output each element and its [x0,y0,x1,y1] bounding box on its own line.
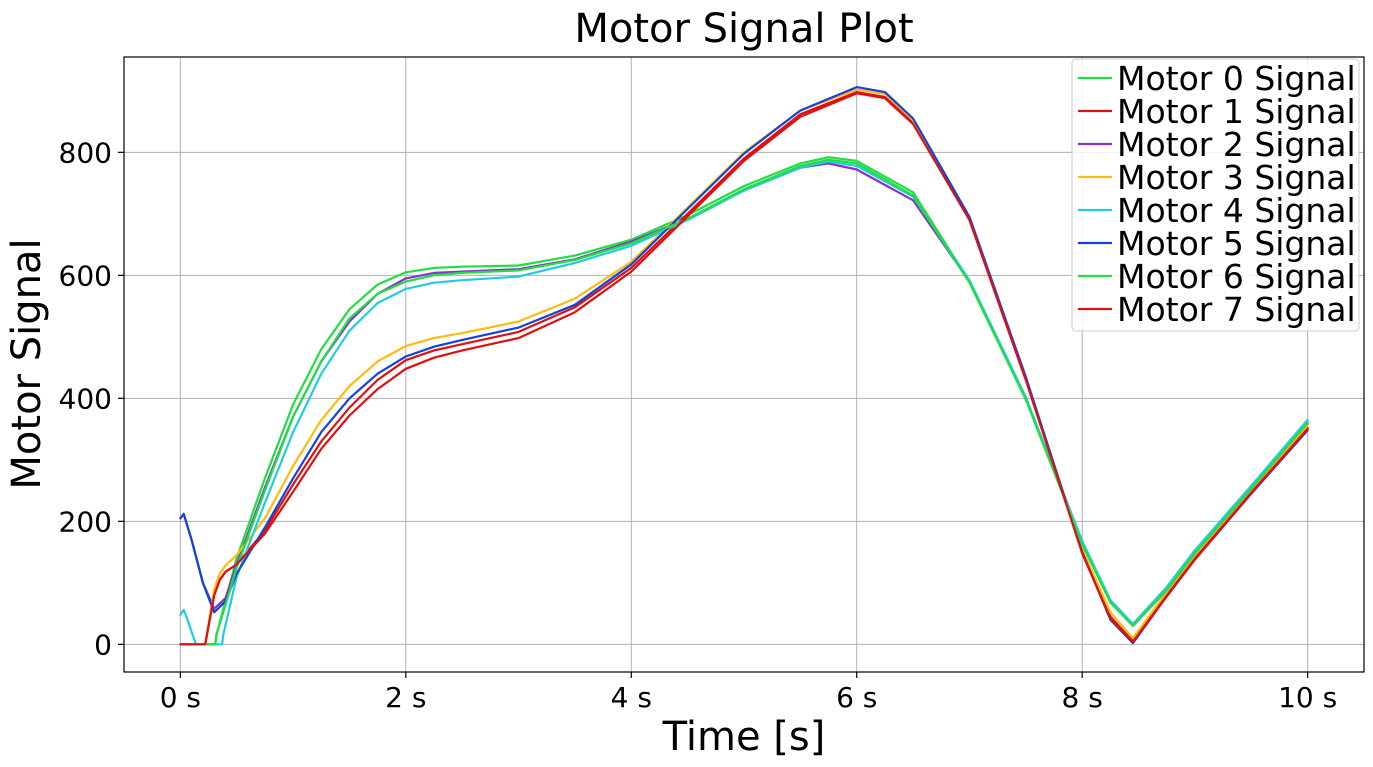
plot-area-frame [123,56,1365,673]
series-line-motor-7 [179,92,1309,646]
y-tick-label: 200 [59,505,112,538]
x-tick-label: 10 s [1278,681,1337,714]
plot-lines [179,86,1309,646]
x-axis-label: Time [s] [662,714,826,760]
legend-label: Motor 7 Signal [1117,290,1356,329]
y-tick-label: 0 [94,628,112,661]
x-tick-label: 4 s [611,681,652,714]
y-tick-label: 400 [59,382,112,415]
legend-label: Motor 0 Signal [1117,59,1356,98]
y-tick-label: 600 [59,259,112,292]
y-tick-label: 800 [59,136,112,169]
legend-label: Motor 3 Signal [1117,158,1356,197]
series-line-motor-4 [179,160,1309,646]
series-line-motor-6 [179,158,1309,646]
legend-label: Motor 2 Signal [1117,125,1356,164]
legend-label: Motor 1 Signal [1117,92,1356,131]
x-tick-label: 8 s [1062,681,1103,714]
x-tick-label: 0 s [160,681,201,714]
x-tick-label: 6 s [836,681,877,714]
legend-label: Motor 4 Signal [1117,191,1356,230]
chart-title: Motor Signal Plot [574,6,913,52]
legend-label: Motor 6 Signal [1117,257,1356,296]
legend-label: Motor 5 Signal [1117,224,1356,263]
y-axis-label: Motor Signal [4,238,50,489]
series-line-motor-3 [179,88,1309,646]
legend-box [1071,58,1360,332]
x-tick-label: 2 s [385,681,426,714]
axis-ticks: 0 s 2 s 4 s 6 s 8 s 10 s 0 200 400 600 800 [59,136,1338,714]
